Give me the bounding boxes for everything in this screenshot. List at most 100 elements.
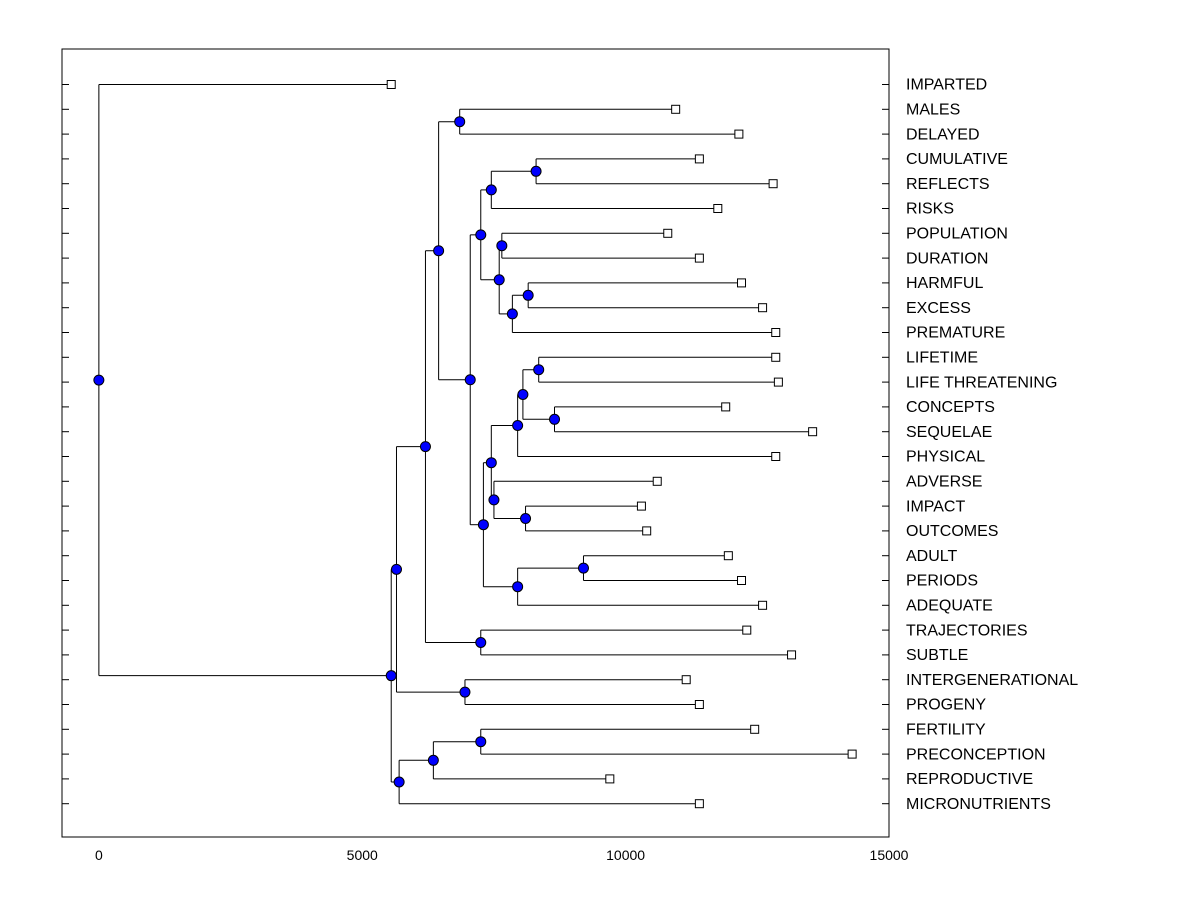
merge-node xyxy=(485,457,497,469)
leaf-label: LIFETIME xyxy=(906,350,978,367)
leaf-labels: IMPARTED MALES DELAYED CUMULATIVE REFLECTS RI… xyxy=(906,77,1078,813)
merge-node xyxy=(506,308,518,320)
leaf-label: EXCESS xyxy=(906,300,971,317)
merge-node xyxy=(464,374,476,386)
leaf-marker xyxy=(605,774,615,784)
merge-node xyxy=(477,519,489,531)
merge-node xyxy=(433,245,445,257)
merge-node xyxy=(512,420,524,431)
merge-node xyxy=(93,374,105,386)
leaf-marker xyxy=(713,204,723,213)
leaf-marker xyxy=(642,526,652,536)
leaf-marker xyxy=(663,228,673,238)
leaf-label: MALES xyxy=(906,102,960,119)
merge-node xyxy=(512,581,524,593)
leaf-markers xyxy=(386,80,857,809)
leaf-label: IMPACT xyxy=(906,498,965,515)
merge-node xyxy=(522,289,534,301)
leaf-marker xyxy=(671,104,681,114)
leaf-marker xyxy=(750,724,760,734)
merge-node xyxy=(475,637,487,648)
leaf-marker xyxy=(721,402,731,412)
leaf-label: ADVERSE xyxy=(906,474,982,491)
leaf-marker xyxy=(694,799,704,809)
merge-node xyxy=(549,413,561,425)
leaf-marker xyxy=(808,427,818,437)
merge-node xyxy=(454,116,466,128)
merge-node xyxy=(459,686,471,698)
leaf-marker xyxy=(652,476,662,486)
leaf-marker xyxy=(723,551,733,561)
x-tick-label: 15000 xyxy=(870,847,909,863)
leaf-label: LIFE THREATENING xyxy=(906,374,1057,391)
leaf-label: FERTILITY xyxy=(906,722,986,739)
leaf-marker xyxy=(694,154,704,164)
merge-node xyxy=(488,494,500,506)
x-tick-label: 10000 xyxy=(606,847,645,863)
leaf-label: TRAJECTORIES xyxy=(906,622,1028,639)
leaf-label: RISKS xyxy=(906,201,954,218)
merge-node xyxy=(496,240,508,252)
leaf-marker xyxy=(771,352,781,362)
leaf-marker xyxy=(758,303,768,313)
y-tick-marks xyxy=(62,84,889,805)
plot-frame xyxy=(61,48,890,838)
leaf-marker xyxy=(681,675,691,685)
merge-node xyxy=(393,776,405,788)
leaf-marker xyxy=(771,452,781,461)
leaf-label: REPRODUCTIVE xyxy=(906,771,1033,788)
merge-node xyxy=(385,670,397,682)
leaf-label: HARMFUL xyxy=(906,275,983,292)
x-axis: 0 5000 10000 15000 xyxy=(95,847,909,863)
leaf-label: INTERGENERATIONAL xyxy=(906,672,1078,689)
merge-node xyxy=(475,229,487,241)
leaf-marker xyxy=(742,625,752,635)
x-tick-label: 0 xyxy=(95,847,103,863)
leaf-label: PREMATURE xyxy=(906,325,1005,342)
leaf-marker xyxy=(694,253,704,263)
leaf-label: CUMULATIVE xyxy=(906,151,1008,168)
leaf-label: DURATION xyxy=(906,250,988,267)
leaf-label: ADEQUATE xyxy=(906,598,993,615)
merge-node xyxy=(475,736,487,748)
leaf-marker xyxy=(773,377,783,387)
leaf-label: OUTCOMES xyxy=(906,523,998,540)
leaf-label: POPULATION xyxy=(906,226,1008,243)
leaf-label: IMPARTED xyxy=(906,77,987,94)
branches xyxy=(98,84,853,805)
merge-node xyxy=(517,389,529,400)
merge-nodes xyxy=(93,116,589,788)
merge-node xyxy=(520,513,532,524)
merge-node xyxy=(493,274,505,286)
leaf-marker xyxy=(737,576,747,585)
merge-node xyxy=(427,754,439,766)
leaf-marker xyxy=(694,700,704,709)
merge-node xyxy=(485,184,497,196)
leaf-label: REFLECTS xyxy=(906,176,990,193)
leaf-marker xyxy=(758,600,768,610)
leaf-label: PRECONCEPTION xyxy=(906,746,1046,763)
merge-node xyxy=(533,364,545,376)
leaf-marker xyxy=(386,80,396,89)
leaf-label: CONCEPTS xyxy=(906,399,995,416)
leaf-marker xyxy=(734,129,744,139)
leaf-marker xyxy=(737,278,747,288)
merge-node xyxy=(419,441,431,453)
leaf-label: PERIODS xyxy=(906,573,978,590)
leaf-label: SEQUELAE xyxy=(906,424,992,441)
merge-node xyxy=(577,562,589,574)
leaf-marker xyxy=(847,749,857,759)
leaf-marker xyxy=(636,501,646,511)
leaf-label: MICRONUTRIENTS xyxy=(906,796,1051,813)
leaf-marker xyxy=(771,328,781,337)
x-tick-label: 5000 xyxy=(347,847,378,863)
merge-node xyxy=(530,165,542,177)
leaf-label: PHYSICAL xyxy=(906,449,985,466)
merge-node xyxy=(390,563,402,575)
leaf-marker xyxy=(787,650,797,660)
leaf-marker xyxy=(768,179,778,189)
leaf-label: PROGENY xyxy=(906,697,986,714)
leaf-label: SUBTLE xyxy=(906,647,968,664)
